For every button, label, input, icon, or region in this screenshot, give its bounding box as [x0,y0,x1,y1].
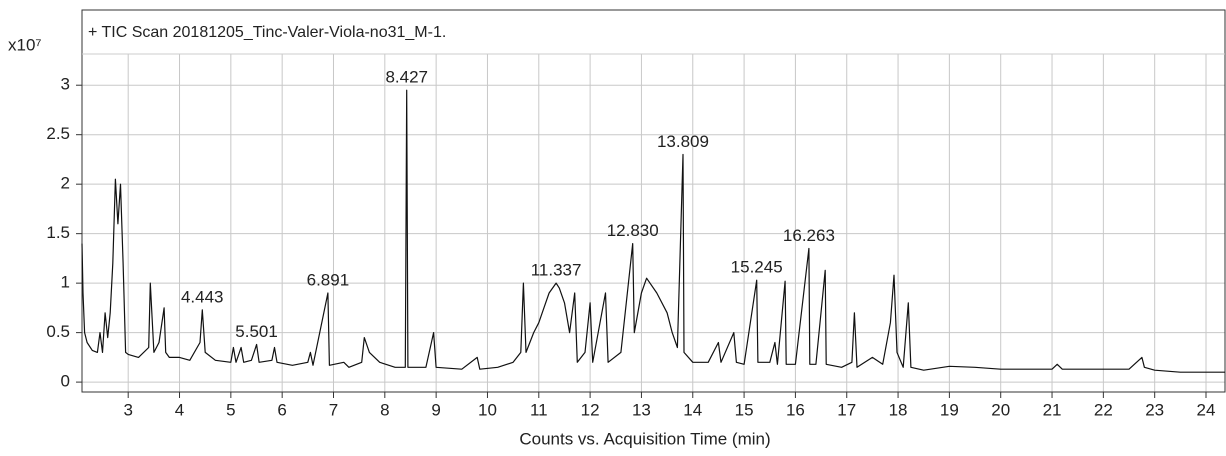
y-tick-label: 1.5 [46,223,70,242]
grid [82,54,1225,392]
peak-label: 12.830 [607,221,659,240]
x-tick-label: 12 [581,400,600,419]
x-tick-label: 6 [277,400,286,419]
x-tick-label: 8 [380,400,389,419]
x-tick-label: 16 [786,400,805,419]
peak-label: 11.337 [531,261,582,280]
y-tick-label: 0.5 [46,322,70,341]
x-tick-label: 17 [837,400,856,419]
x-tick-label: 4 [175,400,184,419]
y-tick-label: 1 [61,273,70,292]
plot-frame [81,9,1226,393]
x-tick-label: 20 [991,400,1010,419]
peak-label: 13.809 [657,132,709,151]
y-tick-label: 0 [61,372,70,391]
x-tick-label: 9 [431,400,440,419]
x-tick-label: 18 [889,400,908,419]
y-tick-label: 2 [61,174,70,193]
peak-label: 16.263 [783,226,835,245]
trace [81,89,1225,373]
x-tick-label: 21 [1043,400,1062,419]
peak-label: 4.443 [181,287,224,306]
x-tick-label: 19 [940,400,959,419]
chart-title: + TIC Scan 20181205_Tinc-Valer-Viola-no3… [88,24,446,41]
x-tick-label: 3 [123,400,132,419]
x-tick-label: 15 [735,400,754,419]
x-tick-label: 14 [683,400,702,419]
peak-label: 8.427 [385,68,428,87]
x-tick-label: 5 [226,400,235,419]
x-tick-label: 7 [329,400,338,419]
peak-label: 6.891 [307,271,350,290]
peak-label: 5.501 [235,322,278,341]
peak-label: 15.245 [731,258,783,277]
y-tick-label: 2.5 [46,124,70,143]
x-tick-label: 11 [530,400,548,419]
y-tick-label: 3 [61,75,70,94]
y-multiplier: x10⁷ [8,35,42,54]
x-tick-label: 22 [1094,400,1113,419]
x-tick-label: 13 [632,400,651,419]
x-tick-label: 10 [478,400,497,419]
x-tick-label: 23 [1145,400,1164,419]
x-tick-label: 24 [1197,400,1216,419]
x-axis-label: Counts vs. Acquisition Time (min) [519,429,770,448]
